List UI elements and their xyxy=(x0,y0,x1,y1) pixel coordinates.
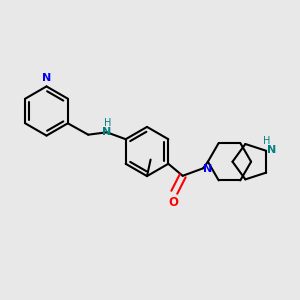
Text: N: N xyxy=(203,164,213,174)
Text: H: H xyxy=(104,118,111,128)
Text: O: O xyxy=(168,196,178,209)
Text: N: N xyxy=(42,73,51,83)
Text: H: H xyxy=(263,136,270,146)
Text: N: N xyxy=(102,127,111,137)
Text: N: N xyxy=(267,145,276,154)
